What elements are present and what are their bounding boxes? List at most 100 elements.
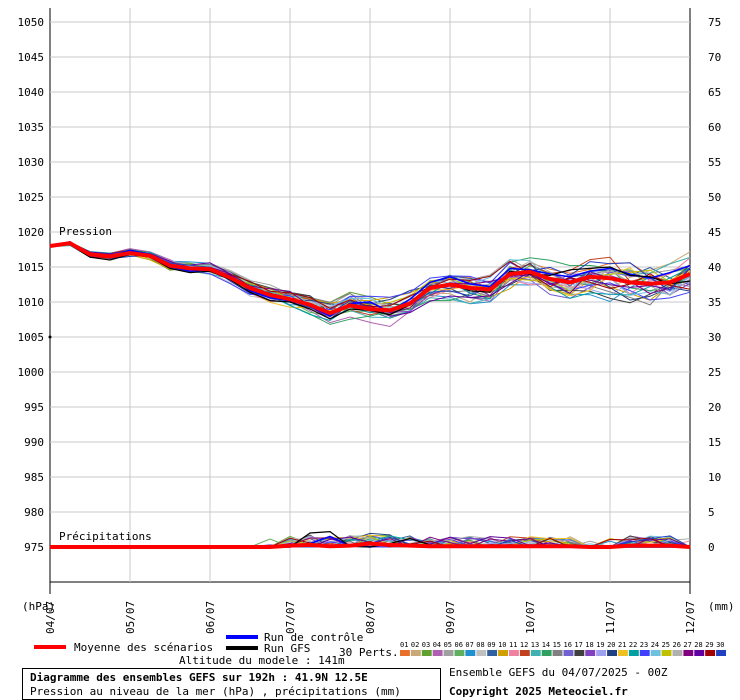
pert-color-swatch [607,650,617,656]
precip-tick-label: 35 [708,296,721,309]
precip-tick-label: 10 [708,471,721,484]
pert-number-label: 28 [694,641,702,649]
pert-number-label: 29 [705,641,713,649]
pressure-axis-ticks: 1050 1045 1040 1035 1030 1025 1020 1015 1010 1005… [18,16,45,554]
pressure-tick-label: 975 [24,541,44,554]
pressure-tick-label: 990 [24,436,44,449]
precip-tick-label: 55 [708,156,721,169]
precip-tick-label: 15 [708,436,721,449]
pert-number-label: 18 [585,641,593,649]
pert-color-swatch [498,650,508,656]
date-tick-label: 12/07 [684,601,697,634]
perturbation-legend: 01 02 03 04 05 06 07 08 09 10 11 12 13 14 15 16 17 18 19 20… [400,641,726,656]
legend-mean-label: Moyenne des scénarios [74,641,213,654]
precip-tick-label: 65 [708,86,721,99]
pert-color-swatch [628,650,639,656]
pert-color-swatch [509,650,519,656]
precip-tick-label: 30 [708,331,721,344]
pert-color-swatch [454,650,465,656]
precip-tick-label: 25 [708,366,721,379]
left-axis-unit: (hPa) [22,600,55,613]
date-tick-label: 06/07 [204,601,217,634]
date-tick-label: 05/07 [124,601,137,634]
pressure-tick-label: 985 [24,471,44,484]
pert-color-swatch [596,650,607,656]
pert-color-swatch [530,650,541,656]
pert-number-label: 07 [465,641,473,649]
pert-number-label: 24 [651,641,659,649]
pressure-tick-label: 1020 [18,226,45,239]
date-tick-label: 10/07 [524,601,537,634]
pressure-tick-label: 1015 [18,261,45,274]
pressure-tick-label: 1045 [18,51,45,64]
pert-color-swatch [661,650,672,656]
pert-number-label: 19 [596,641,604,649]
date-tick-label: 08/07 [364,601,377,634]
chart-subtitle: Pression au niveau de la mer (hPa) , pré… [30,685,401,698]
precip-tick-label: 45 [708,226,721,239]
mean-pressure-line [49,241,691,316]
pressure-tick-label: 1040 [18,86,45,99]
pert-number-label: 25 [662,641,670,649]
pert-number-label: 09 [487,641,495,649]
pert-color-swatch [694,650,705,656]
precip-tick-label: 20 [708,401,721,414]
date-tick-label: 11/07 [604,601,617,634]
precip-tick-label: 5 [708,506,715,519]
pert-color-swatch [465,650,476,656]
legend-gfs-label: Run GFS [264,642,310,655]
axis-marker [48,335,52,339]
pression-annotation: Pression [59,225,112,238]
chart-title: Diagramme des ensembles GEFS sur 192h : … [30,671,368,684]
pert-number-label: 13 [531,641,539,649]
pert-number-label: 02 [411,641,419,649]
pert-number-label: 26 [673,641,681,649]
run-info: Ensemble GEFS du 04/07/2025 - 00Z [449,666,668,679]
pert-number-label: 06 [455,641,463,649]
pressure-tick-label: 1010 [18,296,45,309]
pert-number-label: 11 [509,641,517,649]
precip-tick-label: 70 [708,51,721,64]
pert-number-label: 16 [564,641,572,649]
chart-grid [49,8,691,594]
pert-color-swatch [487,650,498,656]
pressure-tick-label: 1000 [18,366,45,379]
pert-color-swatch [443,650,454,656]
pert-number-label: 21 [618,641,626,649]
pert-color-swatch [585,650,596,656]
pert-number-label: 17 [574,641,582,649]
pert-number-label: 03 [422,641,430,649]
date-tick-label: 07/07 [284,601,297,634]
precip-annotation: Précipitations [59,530,152,543]
pert-number-label: 05 [444,641,452,649]
pressure-tick-label: 1035 [18,121,45,134]
pert-color-swatch [552,650,563,656]
pressure-tick-label: 1005 [18,331,45,344]
precip-tick-label: 40 [708,261,721,274]
pert-color-swatch [541,650,552,656]
pert-number-label: 12 [520,641,528,649]
pert-number-label: 20 [607,641,615,649]
date-tick-label: 09/07 [444,601,457,634]
pressure-tick-label: 980 [24,506,44,519]
pert-number-label: 08 [476,641,484,649]
mean-precip-line [50,541,691,549]
pert-color-swatch [716,650,726,656]
pressure-tick-label: 1025 [18,191,45,204]
title-box: Diagramme des ensembles GEFS sur 192h : … [22,668,441,700]
pert-color-swatch [519,650,530,656]
pert-color-swatch [650,650,661,656]
date-axis-ticks: 04/07 05/07 06/07 07/07 08/07 09/07 10/07 11/07… [44,601,697,634]
pert-number-label: 04 [433,641,441,649]
pert-color-swatch [618,650,628,656]
precip-tick-label: 0 [708,541,715,554]
pressure-tick-label: 1050 [18,16,45,29]
pressure-tick-label: 995 [24,401,44,414]
pert-color-swatch [574,650,585,656]
precip-tick-label: 75 [708,16,721,29]
pert-number-label: 27 [683,641,691,649]
pert-color-swatch [421,650,432,656]
pert-color-swatch [705,650,716,656]
